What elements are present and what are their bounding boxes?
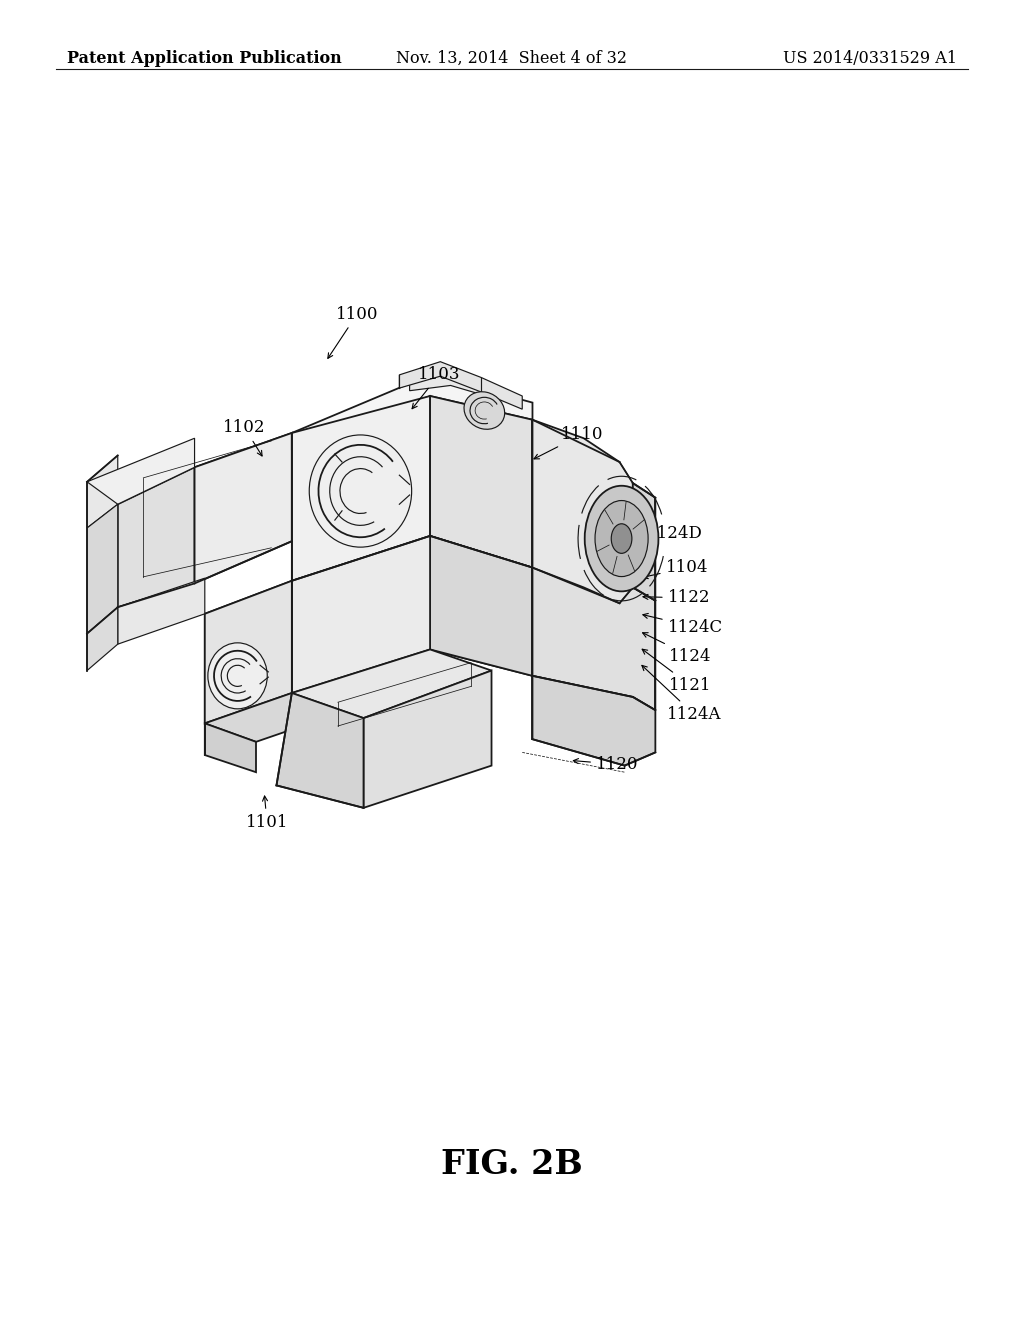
Polygon shape bbox=[87, 455, 118, 528]
Polygon shape bbox=[87, 438, 195, 504]
Text: 1124A: 1124A bbox=[642, 665, 721, 722]
Polygon shape bbox=[87, 607, 118, 671]
Text: US 2014/0331529 A1: US 2014/0331529 A1 bbox=[783, 50, 957, 67]
Polygon shape bbox=[87, 504, 118, 634]
Polygon shape bbox=[292, 649, 492, 718]
Text: 1124: 1124 bbox=[643, 632, 712, 664]
Polygon shape bbox=[399, 362, 522, 409]
Polygon shape bbox=[276, 693, 364, 808]
Polygon shape bbox=[118, 467, 195, 607]
Text: FIG. 2B: FIG. 2B bbox=[441, 1147, 583, 1180]
Text: 1120: 1120 bbox=[573, 756, 639, 772]
Polygon shape bbox=[430, 396, 532, 568]
Text: Patent Application Publication: Patent Application Publication bbox=[67, 50, 341, 67]
Text: 1121: 1121 bbox=[642, 649, 712, 693]
Polygon shape bbox=[532, 676, 655, 766]
Text: 1124D: 1124D bbox=[632, 525, 703, 556]
Text: 1100: 1100 bbox=[328, 306, 379, 358]
Polygon shape bbox=[430, 536, 532, 676]
Polygon shape bbox=[118, 578, 205, 644]
Text: 1102: 1102 bbox=[223, 420, 266, 455]
Ellipse shape bbox=[208, 643, 267, 709]
Polygon shape bbox=[205, 693, 348, 742]
Polygon shape bbox=[292, 536, 532, 693]
Polygon shape bbox=[532, 420, 633, 603]
Text: 1122: 1122 bbox=[643, 590, 711, 606]
Polygon shape bbox=[292, 396, 430, 581]
Polygon shape bbox=[205, 581, 292, 723]
Polygon shape bbox=[364, 671, 492, 808]
Text: Nov. 13, 2014  Sheet 4 of 32: Nov. 13, 2014 Sheet 4 of 32 bbox=[396, 50, 628, 67]
Polygon shape bbox=[292, 375, 532, 449]
Polygon shape bbox=[195, 433, 292, 583]
Polygon shape bbox=[410, 370, 486, 396]
Polygon shape bbox=[633, 483, 655, 601]
Ellipse shape bbox=[585, 486, 658, 591]
Ellipse shape bbox=[464, 392, 505, 429]
Polygon shape bbox=[205, 581, 292, 723]
Text: 1101: 1101 bbox=[246, 796, 289, 830]
Text: 1103: 1103 bbox=[412, 367, 461, 409]
Ellipse shape bbox=[611, 524, 632, 553]
Ellipse shape bbox=[309, 434, 412, 546]
Ellipse shape bbox=[595, 500, 648, 577]
Text: 1110: 1110 bbox=[534, 426, 604, 459]
Text: 1104: 1104 bbox=[643, 560, 709, 578]
Polygon shape bbox=[118, 433, 292, 517]
Polygon shape bbox=[532, 568, 655, 710]
Polygon shape bbox=[205, 723, 256, 772]
Text: 1124C: 1124C bbox=[643, 614, 723, 635]
